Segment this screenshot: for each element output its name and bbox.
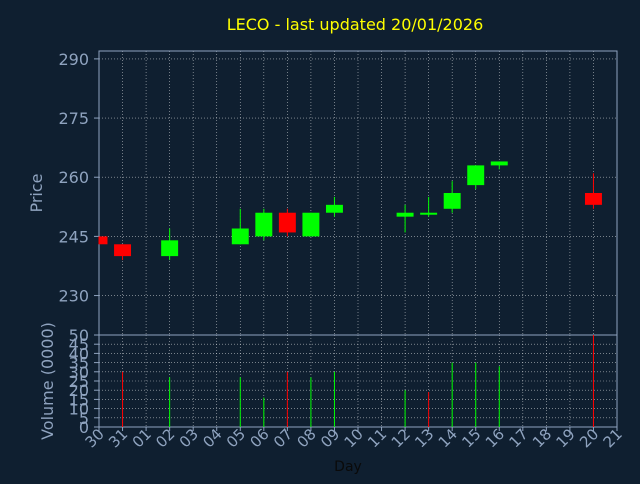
volume-tick-label: 20 [69, 381, 89, 400]
volume-bars [122, 335, 594, 427]
volume-tick-label: 35 [69, 354, 89, 373]
volume-axis-label: Volume (0000) [38, 322, 57, 440]
candle-body [161, 240, 179, 257]
candle-body [467, 165, 485, 186]
price-panel: 230 245 260 275 290 Price [27, 50, 618, 336]
volume-tick-label: 30 [69, 363, 89, 382]
candlesticks [98, 161, 602, 261]
candle-body [325, 204, 343, 213]
volume-tick-label: 15 [69, 390, 89, 409]
candle-body [443, 193, 461, 209]
chart-title: LECO - last updated 20/01/2026 [227, 15, 484, 34]
volume-tick-label: 40 [69, 344, 89, 363]
volume-tick-label: 25 [69, 372, 89, 391]
x-axis-label: Day [334, 459, 362, 475]
price-tick-label: 230 [58, 287, 89, 306]
price-axis-label: Price [27, 173, 46, 212]
candle-body [302, 212, 320, 237]
price-y-ticks: 230 245 260 275 290 [58, 50, 99, 306]
volume-tick-label: 45 [69, 335, 89, 354]
candle-body [255, 212, 273, 237]
candle-body [278, 212, 296, 233]
candle-body [396, 212, 414, 217]
volume-tick-label: 0 [79, 418, 89, 437]
volume-tick-label: 50 [69, 326, 89, 345]
candle-body [114, 244, 132, 257]
price-tick-label: 290 [58, 50, 89, 69]
candle-body [584, 193, 602, 205]
day-x-ticks: 3031010203040506070809101112131415161718… [82, 425, 626, 451]
volume-tick-label: 10 [69, 400, 89, 419]
candle-body [420, 212, 438, 215]
candle-body [231, 228, 249, 245]
price-tick-label: 275 [58, 109, 89, 128]
price-tick-label: 245 [58, 227, 89, 246]
candle-body [490, 161, 508, 166]
volume-tick-label: 5 [79, 409, 89, 428]
candle-body [99, 236, 108, 245]
price-tick-label: 260 [58, 168, 89, 187]
